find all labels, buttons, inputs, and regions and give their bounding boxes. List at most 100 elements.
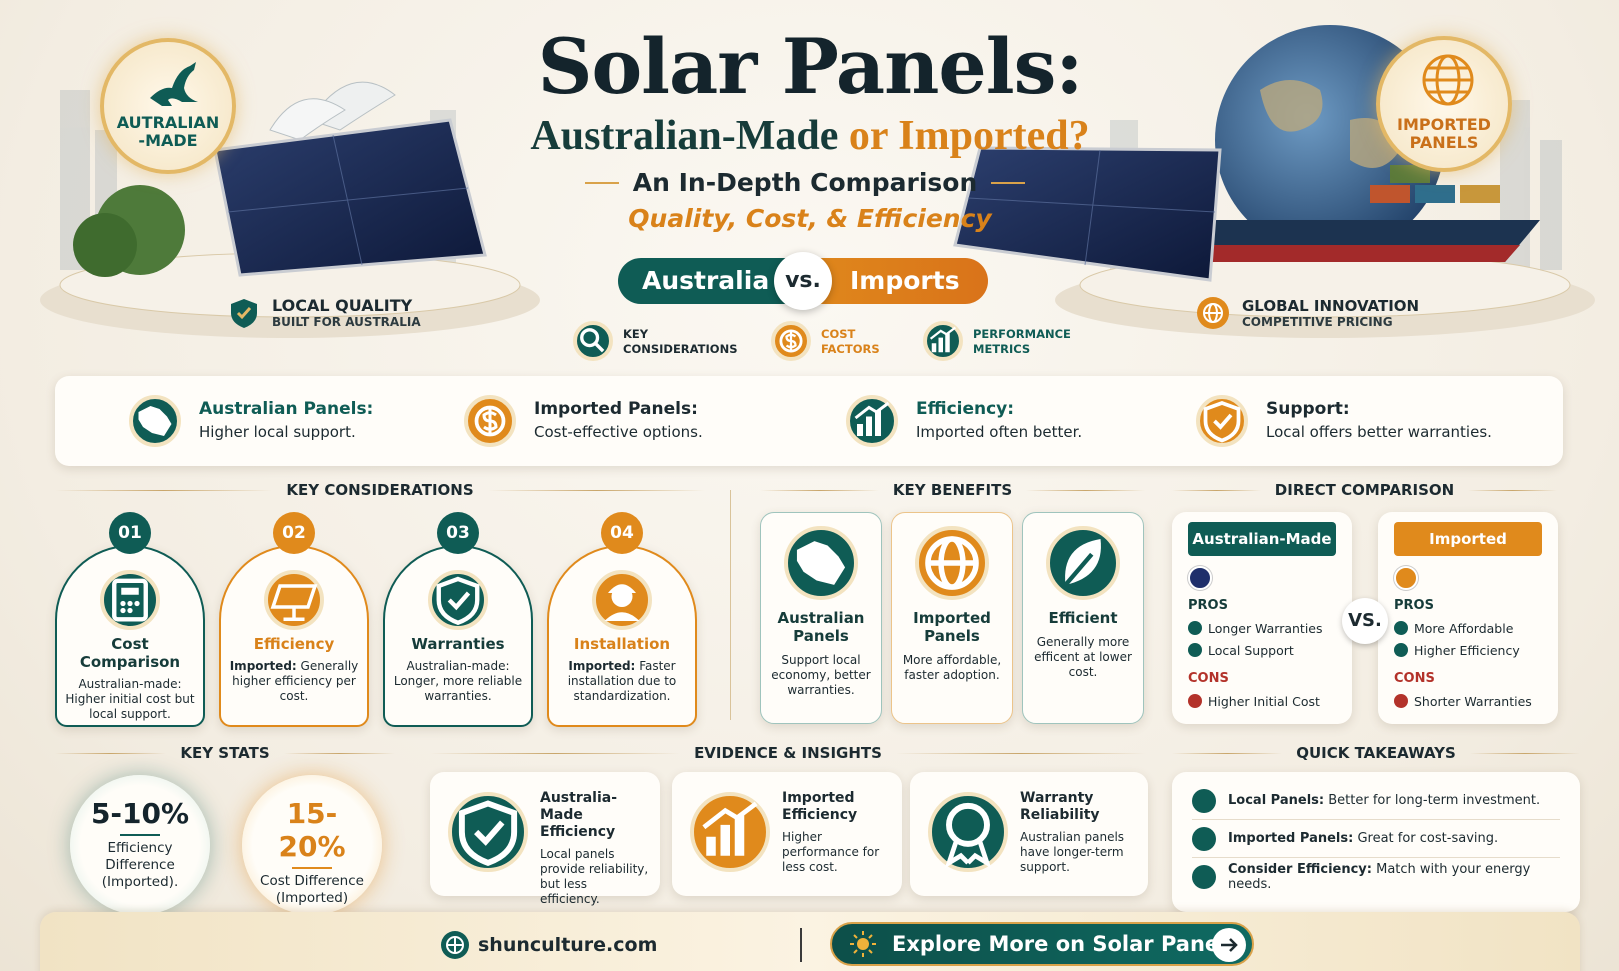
flag [1394,566,1418,590]
divider [730,490,731,720]
cta-text: Explore More on Solar Panels [892,932,1239,956]
title: Solar Panels: [537,22,1084,111]
badge-text: IMPORTED [1397,115,1491,134]
icon [428,570,488,630]
text: Great for cost-saving. [1357,831,1499,846]
pros-label: PROS [1188,598,1228,613]
section-title: KEY BENEFITS [760,481,1145,499]
icon [1046,526,1120,600]
benefit-title: Imported Panels [913,609,991,645]
number-badge: 03 [437,512,479,554]
consideration-text: Australian-made: Higher initial cost but… [63,677,197,722]
benefit-card: Australian Panels Support local economy, … [760,512,882,724]
consideration-card: Efficiency Imported: Generally higher eff… [219,545,369,727]
icon [448,792,528,872]
evidence-title: Imported Efficiency [782,790,858,823]
icon [690,792,770,872]
versus-badge: VS. [1342,598,1388,644]
comparison-card: Australian-Made PROS Longer Warranties Loca… [1172,512,1352,724]
column-name: Imported [1394,522,1542,556]
focus: Quality, Cost, & Efficiency [628,204,992,233]
topic-line: METRICS [973,342,1031,356]
cross [1394,694,1408,708]
topic-line: CONSIDERATIONS [623,342,738,356]
lead: Imported Panels: [1228,831,1354,846]
icon [846,395,898,447]
summary-title: Support: [1266,399,1350,419]
stat-circle: 5-10% Efficiency Difference (Imported). [70,775,210,915]
stat-value: 15-20% [278,797,346,863]
lead: Australian-made: [406,659,510,673]
label-subtitle: COMPETITIVE PRICING [1242,315,1393,329]
topic-line: COST [821,327,856,341]
badge-text: PANELS [1409,133,1479,152]
pro-item: Longer Warranties [1188,617,1336,639]
stat-label: Cost Difference (Imported) [260,873,364,906]
icon [1196,395,1248,447]
takeaway: Local Panels: Better for long-term inves… [1192,782,1560,820]
check [1394,621,1408,635]
column-name: Australian-Made [1188,522,1336,556]
summary-bar [55,376,1563,466]
icon [923,321,963,361]
lead: Consider Efficiency: [1228,862,1372,877]
benefit-title: Australian Panels [777,609,865,645]
check [1192,865,1216,889]
tagline-row: An In-Depth Comparison [585,168,1026,197]
left-label: LOCAL QUALITY BUILT FOR AUSTRALIA [228,296,421,329]
footer [40,912,1580,971]
number-badge: 04 [601,512,643,554]
sun-icon [850,931,876,957]
flag [1188,566,1212,590]
stat-circle: 15-20% Cost Difference (Imported) [242,775,382,915]
comparison-card: Imported PROS More Affordable Higher Effici… [1378,512,1558,724]
benefit-text: Support local economy, better warranties… [771,653,871,697]
arrow-icon [1212,928,1246,962]
label-subtitle: BUILT FOR AUSTRALIA [272,315,421,329]
site-text: shunculture.com [478,934,658,956]
takeaway-text: Local Panels: Better for long-term inves… [1228,793,1540,808]
icon [784,526,858,600]
pro-text: Higher Efficiency [1414,642,1520,658]
consideration-text: Imported: Faster installation due to sta… [555,659,689,704]
versus-left: Australia [618,258,818,304]
icon [915,526,989,600]
topic: KEY CONSIDERATIONS [623,327,737,357]
benefit-text: More affordable, faster adoption. [902,653,1002,682]
lead: Imported: [229,659,297,673]
summary-title: Imported Panels: [534,399,698,419]
topic-line: KEY [623,327,649,341]
text: Better for long-term investment. [1328,793,1541,808]
con-item: Shorter Warranties [1394,690,1542,712]
pro-text: Local Support [1208,642,1294,658]
section-title: DIRECT COMPARISON [1172,481,1557,499]
pro-item: More Affordable [1394,617,1542,639]
summary-text: Cost-effective options. [534,423,703,441]
benefit-text: Generally more efficent at lower cost. [1034,635,1132,679]
benefit-title: Efficient [1048,609,1118,627]
kangaroo-icon [150,62,198,106]
badge-text: -MADE [138,131,198,150]
consideration-title: Cost Comparison [79,635,181,671]
evidence-title: Australia-Made Efficiency [540,790,618,840]
number-badge: 02 [273,512,315,554]
right-label: GLOBAL INNOVATION COMPETITIVE PRICING [1196,296,1419,330]
summary-title: Australian Panels: [199,399,374,419]
lead: Local Panels: [1228,793,1325,808]
summary-title: Efficiency: [916,399,1015,419]
cross [1188,694,1202,708]
cons-label: CONS [1394,671,1435,686]
summary-text: Local offers better warranties. [1266,423,1492,441]
cta-button[interactable]: Explore More on Solar Panels [830,922,1254,966]
takeaways-box: Local Panels: Better for long-term inves… [1172,772,1580,912]
consideration-text: Australian-made: Longer, more reliable w… [391,659,525,704]
check [1192,826,1216,851]
icon [771,321,811,361]
text: Generally higher efficiency per cost. [232,659,359,703]
icon [264,570,324,630]
evidence-text: Higher performance for less cost. [782,830,880,874]
consideration-title: Warranties [411,635,505,653]
pro-text: More Affordable [1414,620,1514,636]
cons-label: CONS [1188,671,1229,686]
